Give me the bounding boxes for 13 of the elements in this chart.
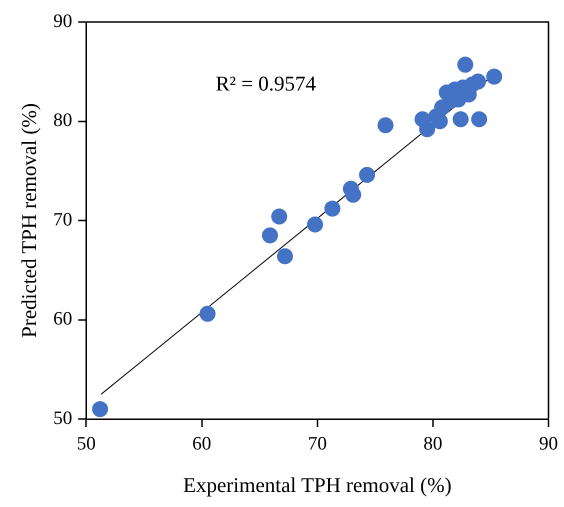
- x-tick-label: 70: [308, 433, 327, 454]
- y-tick-label: 80: [53, 110, 72, 132]
- y-tick-label: 90: [53, 10, 72, 32]
- x-axis-title: Experimental TPH removal (%): [183, 472, 452, 497]
- x-tick-label: 90: [539, 433, 558, 454]
- x-tick-label: 50: [76, 433, 96, 454]
- y-tick-label: 70: [53, 209, 72, 230]
- y-axis-title: Predicted TPH removal (%): [17, 103, 42, 338]
- y-tick-label: 50: [53, 408, 72, 429]
- x-tick-label: 60: [192, 433, 212, 454]
- annotation: R² = 0.9574: [216, 72, 317, 96]
- x-tick-label: 80: [423, 433, 442, 454]
- y-tick-label: 60: [53, 308, 72, 330]
